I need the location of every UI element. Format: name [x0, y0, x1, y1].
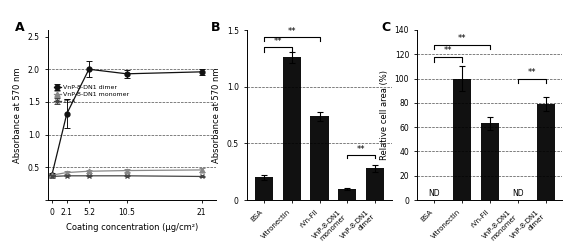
Legend: VnP-8-DN1 dimer, VnP-8-DN1 monomer, BSA: VnP-8-DN1 dimer, VnP-8-DN1 monomer, BSA [53, 84, 130, 104]
Text: A: A [15, 22, 24, 35]
Bar [366, 168, 385, 200]
Bar [453, 78, 471, 200]
Y-axis label: Absorbance at 570 nm: Absorbance at 570 nm [13, 67, 22, 163]
Y-axis label: Absorbance at 570 nm: Absorbance at 570 nm [212, 67, 221, 163]
Text: **: ** [458, 34, 466, 43]
Bar [254, 177, 273, 200]
Text: **: ** [273, 37, 282, 46]
Bar [283, 57, 300, 200]
Text: **: ** [357, 144, 366, 154]
Bar [311, 116, 328, 200]
X-axis label: Coating concentration (μg/cm²): Coating concentration (μg/cm²) [66, 223, 198, 232]
Bar [537, 104, 555, 200]
Text: ND: ND [428, 189, 440, 198]
Bar [481, 124, 499, 200]
Text: **: ** [444, 46, 452, 55]
Text: **: ** [287, 27, 296, 36]
Text: B: B [211, 22, 220, 35]
Y-axis label: Relative cell area (%): Relative cell area (%) [380, 70, 389, 160]
Text: **: ** [528, 68, 536, 77]
Text: ND: ND [512, 189, 524, 198]
Bar [339, 189, 356, 200]
Text: C: C [381, 22, 390, 35]
